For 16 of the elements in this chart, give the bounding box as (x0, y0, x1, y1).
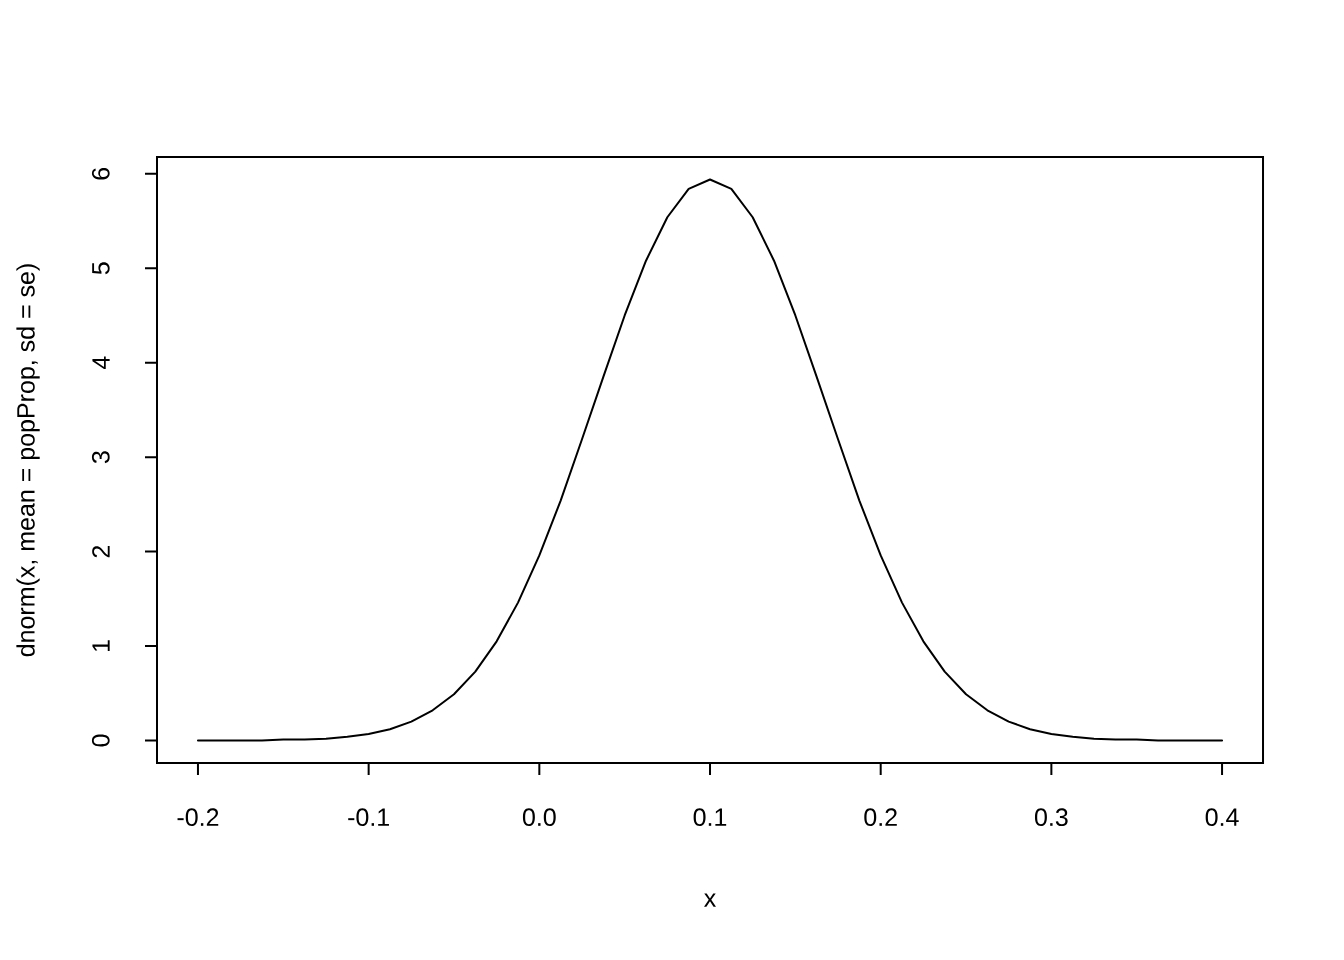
x-tick-label: 0.4 (1205, 808, 1239, 827)
y-tick-label: 0 (91, 734, 110, 747)
y-tick-label: 4 (92, 356, 110, 370)
y-tick-label: 2 (92, 545, 110, 558)
x-tick-label: 0.2 (864, 808, 897, 827)
y-tick-label: 1 (92, 640, 110, 652)
y-tick-label: 6 (91, 167, 110, 180)
x-tick-label: 0.0 (522, 808, 556, 827)
y-tick-label: 3 (91, 451, 110, 464)
x-tick-label: 0.3 (1034, 808, 1068, 827)
x-tick-label: -0.1 (348, 808, 389, 827)
y-axis-title: dnorm(x, mean = popProp, sd = se) (16, 264, 40, 657)
x-tick-label: -0.2 (177, 808, 219, 827)
x-tick-label: 0.1 (693, 808, 727, 827)
x-axis-title: x (704, 893, 716, 907)
y-tick-label: 5 (92, 262, 110, 275)
